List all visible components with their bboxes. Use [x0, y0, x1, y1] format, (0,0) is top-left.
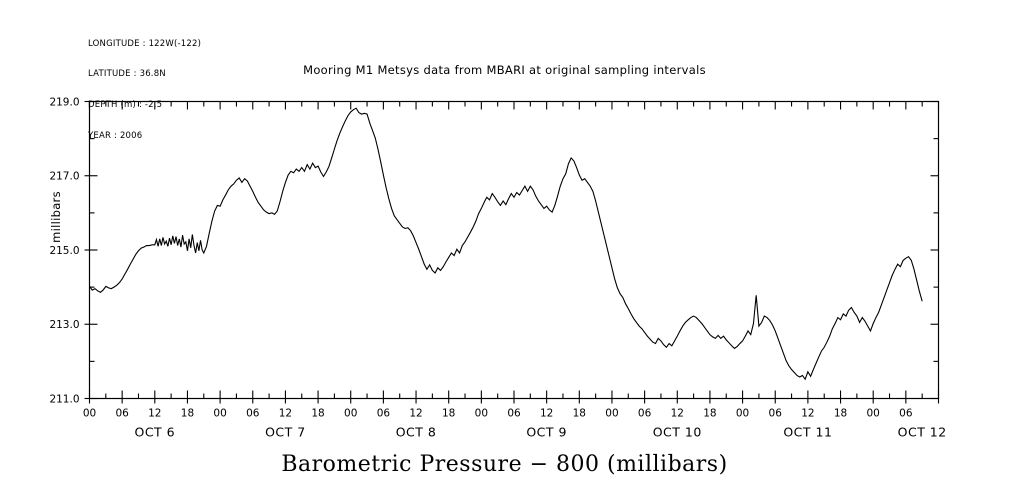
svg-text:06: 06	[899, 408, 913, 420]
x-tick-labels: 00 06 12 18 00 06 12 18 00 06 12 18 00 06 12 18 00 06 12 18…	[83, 408, 913, 420]
x-day-labels: OCT 6 OCT 7 OCT 8 OCT 9 OCT 10 OCT 11 OCT 12	[134, 425, 946, 440]
svg-text:06: 06	[115, 408, 129, 420]
chart-caption: Barometric Pressure − 800 (millibars)	[281, 452, 728, 477]
svg-text:06: 06	[638, 408, 652, 420]
metadata-latitude: LATITUDE : 36.8N	[88, 69, 166, 80]
svg-text:215.0: 215.0	[49, 245, 79, 257]
svg-text:OCT 12: OCT 12	[898, 425, 947, 440]
svg-text:06: 06	[377, 408, 391, 420]
svg-text:00: 00	[83, 408, 96, 420]
svg-text:18: 18	[573, 408, 586, 420]
svg-text:18: 18	[834, 408, 847, 420]
svg-text:00: 00	[475, 408, 488, 420]
data-series-line	[89, 107, 923, 381]
svg-text:06: 06	[769, 408, 783, 420]
svg-text:18: 18	[442, 408, 455, 420]
svg-text:219.0: 219.0	[49, 96, 79, 108]
svg-text:00: 00	[344, 408, 357, 420]
svg-text:12: 12	[409, 408, 422, 420]
chart-title: Mooring M1 Metsys data from MBARI at ori…	[303, 63, 706, 77]
metadata-longitude: LONGITUDE : 122W(-122)	[88, 38, 202, 49]
svg-text:06: 06	[246, 408, 260, 420]
svg-text:12: 12	[801, 408, 814, 420]
ticks-group	[84, 100, 940, 404]
svg-text:12: 12	[148, 408, 161, 420]
metadata-depth: DEPTH (m) : -2.5	[88, 100, 163, 111]
svg-text:OCT 8: OCT 8	[396, 425, 437, 440]
metadata-year: YEAR : 2006	[88, 131, 143, 142]
svg-text:OCT 10: OCT 10	[653, 425, 702, 440]
svg-text:00: 00	[605, 408, 618, 420]
svg-text:00: 00	[213, 408, 226, 420]
svg-text:18: 18	[311, 408, 324, 420]
y-tick-labels: 219.0 217.0 215.0 213.0 211.0	[49, 96, 79, 405]
svg-text:00: 00	[867, 408, 880, 420]
axes-group	[88, 100, 940, 400]
svg-text:OCT 9: OCT 9	[526, 425, 567, 440]
svg-text:06: 06	[507, 408, 521, 420]
svg-text:217.0: 217.0	[49, 171, 79, 183]
svg-text:OCT 7: OCT 7	[265, 425, 306, 440]
svg-text:18: 18	[703, 408, 716, 420]
metadata-block: LONGITUDE : 122W(-122) LATITUDE : 36.8N …	[88, 18, 201, 162]
svg-text:213.0: 213.0	[49, 319, 79, 331]
svg-text:18: 18	[181, 408, 194, 420]
svg-text:211.0: 211.0	[49, 393, 79, 405]
svg-text:OCT 6: OCT 6	[134, 425, 175, 440]
svg-text:12: 12	[671, 408, 684, 420]
svg-text:12: 12	[279, 408, 292, 420]
svg-text:12: 12	[540, 408, 553, 420]
svg-text:OCT 11: OCT 11	[783, 425, 832, 440]
svg-text:00: 00	[736, 408, 749, 420]
